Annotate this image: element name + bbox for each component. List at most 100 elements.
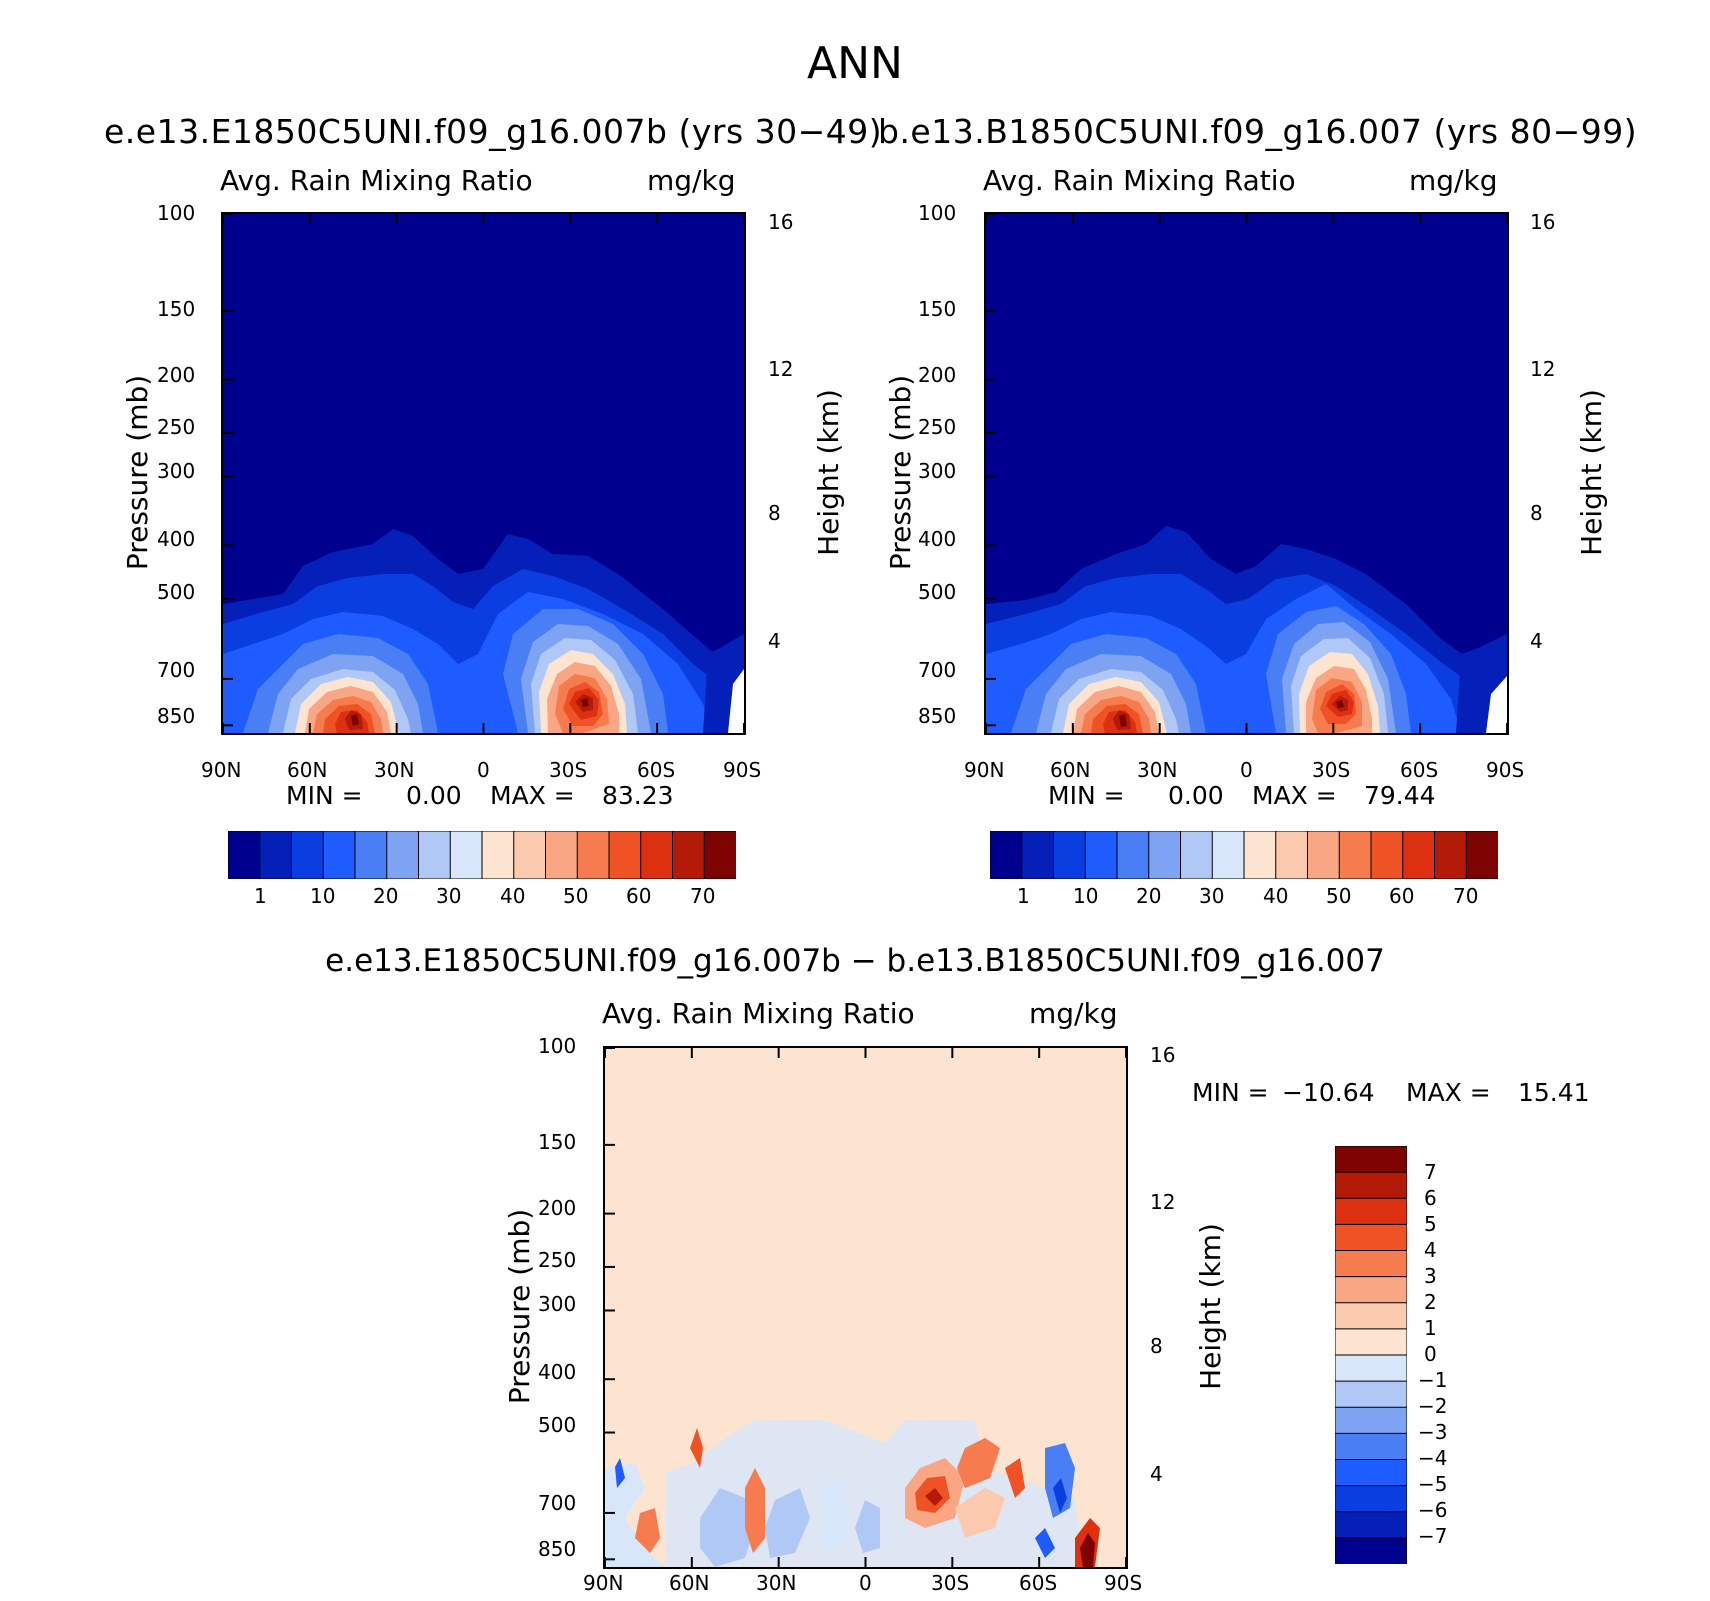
right-ytick: 250	[918, 415, 957, 439]
colorbar-swatch	[1335, 1511, 1407, 1539]
left-ytick: 500	[157, 580, 196, 604]
left-contour-svg	[223, 214, 744, 733]
colorbar-swatch	[291, 831, 325, 879]
colorbar-swatch	[1307, 831, 1341, 879]
diff-xtick: 30S	[931, 1571, 970, 1595]
left-height-tick: 16	[768, 210, 794, 234]
diff-colorbar-label: 7	[1424, 1160, 1437, 1184]
colorbar-swatch	[1335, 1328, 1407, 1356]
diff-ytick: 300	[538, 1292, 577, 1316]
left-colorbar-label: 30	[436, 884, 462, 908]
colorbar-swatch	[703, 831, 736, 879]
left-ytick: 850	[157, 704, 196, 728]
right-colorbar	[990, 831, 1498, 879]
colorbar-swatch	[576, 831, 610, 879]
right-max-value: 79.44	[1364, 781, 1436, 810]
diff-colorbar-label: 0	[1424, 1342, 1437, 1366]
colorbar-swatch	[1335, 1250, 1407, 1278]
diff-contour-svg	[605, 1048, 1126, 1567]
left-ytick: 700	[157, 658, 196, 682]
diff-min-label: MIN =	[1192, 1078, 1269, 1107]
colorbar-swatch	[1335, 1197, 1407, 1226]
right-xtick: 30N	[1137, 758, 1178, 782]
colorbar-swatch	[1335, 1485, 1407, 1513]
left-variable-label: Avg. Rain Mixing Ratio	[220, 164, 533, 197]
right-colorbar-svg	[990, 831, 1498, 879]
colorbar-swatch	[1335, 1146, 1407, 1174]
colorbar-swatch	[1338, 831, 1372, 879]
diff-colorbar-label: −6	[1418, 1498, 1448, 1522]
left-colorbar-svg	[228, 831, 736, 879]
diff-height-tick: 8	[1150, 1334, 1163, 1358]
left-ytick: 250	[157, 415, 196, 439]
left-ytick: 300	[157, 459, 196, 483]
right-contour-fill	[986, 526, 1507, 733]
left-xtick: 60S	[637, 758, 676, 782]
right-colorbar-label: 40	[1263, 884, 1289, 908]
right-height-tick: 12	[1530, 357, 1556, 381]
figure-title: ANN	[807, 38, 903, 89]
colorbar-swatch	[1335, 1276, 1407, 1304]
colorbar-swatch	[1335, 1432, 1407, 1461]
diff-max-label: MAX =	[1406, 1078, 1491, 1107]
diff-ytick: 400	[538, 1360, 577, 1384]
colorbar-swatch	[672, 831, 706, 879]
right-ytick: 150	[918, 297, 957, 321]
left-colorbar-label: 1	[254, 884, 267, 908]
right-colorbar-label: 1	[1017, 884, 1030, 908]
right-ytick: 700	[918, 658, 957, 682]
colorbar-swatch	[1335, 1171, 1407, 1200]
diff-ytick: 100	[538, 1034, 577, 1058]
colorbar-swatch	[513, 831, 547, 879]
diff-variable-label: Avg. Rain Mixing Ratio	[602, 997, 915, 1030]
left-colorbar-label: 10	[310, 884, 336, 908]
diff-colorbar	[1335, 1146, 1407, 1564]
left-xtick: 90S	[723, 758, 762, 782]
colorbar-swatch	[1148, 831, 1182, 879]
right-colorbar-label: 50	[1326, 884, 1352, 908]
colorbar-swatch	[545, 831, 579, 879]
diff-ytick: 500	[538, 1413, 577, 1437]
colorbar-swatch	[228, 831, 261, 879]
right-min-value: 0.00	[1168, 781, 1224, 810]
left-contour-plot	[221, 212, 746, 735]
left-ytick: 150	[157, 297, 196, 321]
left-units-label: mg/kg	[647, 164, 736, 197]
colorbar-swatch	[608, 831, 642, 879]
diff-colorbar-label: 6	[1424, 1186, 1437, 1210]
diff-xtick: 60S	[1019, 1571, 1058, 1595]
colorbar-swatch	[481, 831, 515, 879]
left-xtick: 30N	[374, 758, 415, 782]
left-max-label: MAX =	[490, 781, 575, 810]
right-ytick: 400	[918, 527, 957, 551]
diff-colorbar-svg	[1335, 1146, 1407, 1564]
colorbar-swatch	[1335, 1354, 1407, 1383]
diff-xtick: 0	[859, 1571, 872, 1595]
left-xtick: 60N	[287, 758, 328, 782]
right-xtick: 60N	[1050, 758, 1091, 782]
left-xtick: 0	[477, 758, 490, 782]
diff-pressure-axis-label: Pressure (mb)	[503, 1208, 537, 1405]
diff-colorbar-label: 1	[1424, 1316, 1437, 1340]
right-colorbar-label: 60	[1389, 884, 1415, 908]
right-case-title: b.e13.B1850C5UNI.f09_g16.007 (yrs 80−99)	[878, 112, 1638, 151]
left-colorbar-label: 60	[626, 884, 652, 908]
colorbar-swatch	[259, 831, 293, 879]
diff-ytick: 250	[538, 1248, 577, 1272]
left-ytick: 400	[157, 527, 196, 551]
colorbar-swatch	[1402, 831, 1436, 879]
colorbar-swatch	[1180, 831, 1214, 879]
left-colorbar	[228, 831, 736, 879]
left-ytick: 200	[157, 363, 196, 387]
diff-height-axis-label: Height (km)	[1193, 1223, 1227, 1390]
left-min-label: MIN =	[286, 781, 363, 810]
colorbar-swatch	[354, 831, 388, 879]
right-min-label: MIN =	[1048, 781, 1125, 810]
right-ytick: 200	[918, 363, 957, 387]
diff-colorbar-label: 3	[1424, 1264, 1437, 1288]
right-ytick: 100	[918, 201, 957, 225]
colorbar-swatch	[1335, 1406, 1407, 1435]
colorbar-swatch	[1243, 831, 1277, 879]
left-xtick: 90N	[201, 758, 242, 782]
diff-height-tick: 16	[1150, 1043, 1176, 1067]
